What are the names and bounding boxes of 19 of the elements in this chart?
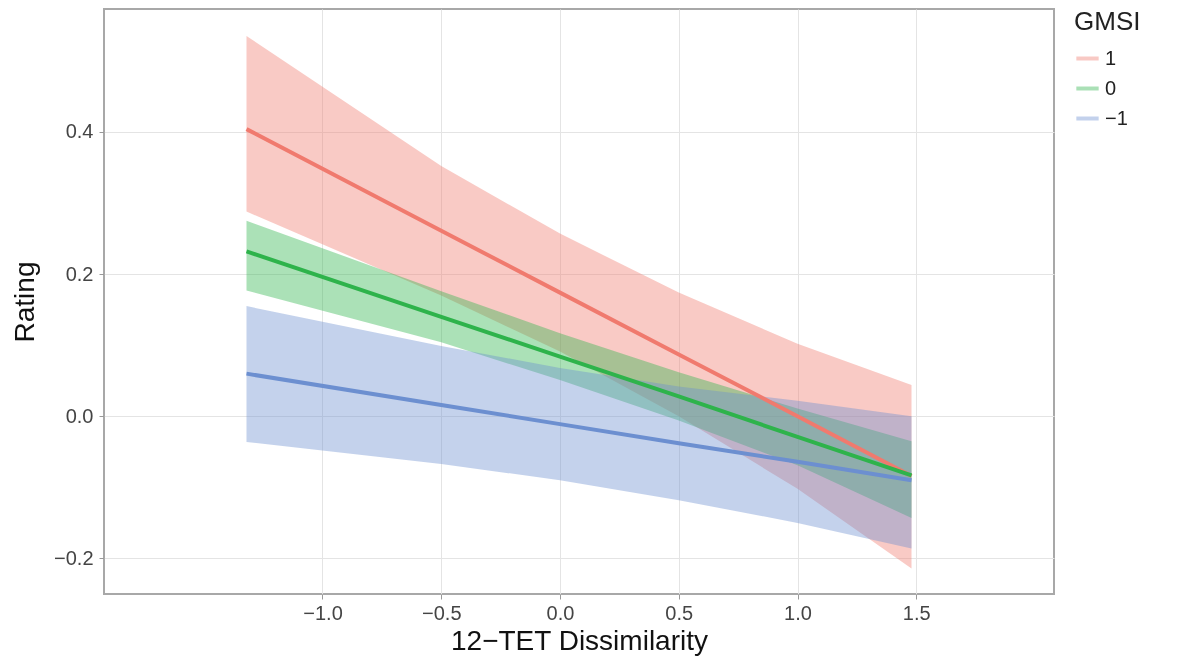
legend-label: −1 <box>1105 106 1128 129</box>
y-tick-label: −0.2 <box>54 546 94 569</box>
x-tick-label: 1.0 <box>784 601 812 624</box>
line-series <box>244 127 914 479</box>
y-axis-title: Rating <box>9 261 41 343</box>
x-tick-label: −1.0 <box>303 601 343 624</box>
x-tick-label: 1.5 <box>902 601 931 624</box>
legend-label: 0 <box>1105 76 1117 99</box>
legend-label: 1 <box>1105 46 1117 69</box>
line-series <box>244 371 914 483</box>
x-tick-label: 0.5 <box>665 601 694 624</box>
x-tick-label: −0.5 <box>422 601 462 624</box>
x-axis-title: 12−TET Dissimilarity <box>451 624 708 656</box>
y-tick-label: 0.4 <box>65 120 94 143</box>
y-tick-label: 0.2 <box>65 262 94 285</box>
line-series <box>244 249 914 478</box>
legend-title: GMSI <box>1074 6 1141 36</box>
x-tick-label: 0.0 <box>546 601 575 624</box>
y-tick-label: 0.0 <box>65 404 94 427</box>
